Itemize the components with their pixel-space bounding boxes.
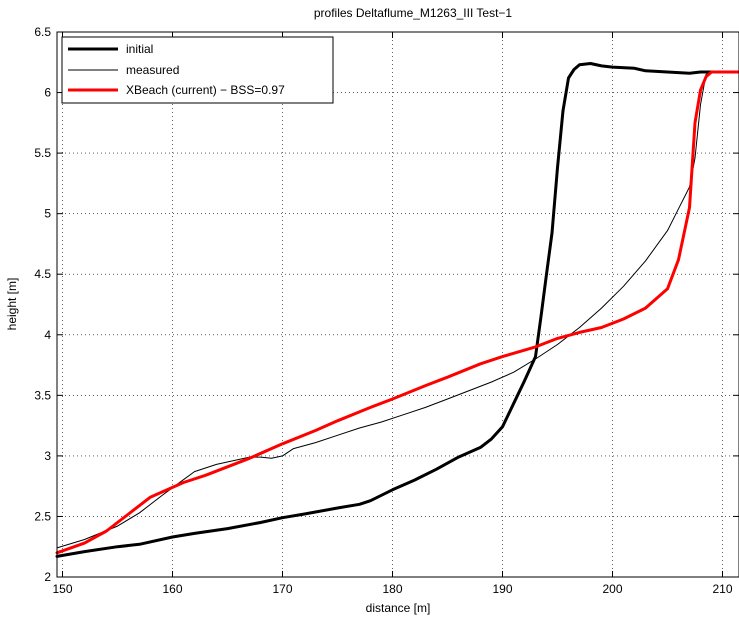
y-tick-label: 2: [44, 570, 51, 584]
x-tick-label: 180: [382, 582, 402, 596]
legend-label-measured: measured: [126, 63, 179, 77]
series-line-initial: [55, 62, 739, 558]
x-tick-label: 170: [272, 582, 292, 596]
x-tick-label: 200: [602, 582, 622, 596]
legend-label-xbeach: XBeach (current) − BSS=0.97: [126, 83, 285, 97]
y-tick-label: 6.5: [34, 25, 51, 39]
y-tick-label: 3: [44, 449, 51, 463]
plot-area: [57, 32, 739, 577]
y-tick-label: 2.5: [34, 509, 51, 523]
x-tick-label: 190: [492, 582, 512, 596]
chart-title: profiles Deltaflume_M1263_III Test−1: [314, 6, 513, 20]
y-tick-label: 5: [44, 207, 51, 221]
series-line-xbeach: [55, 70, 739, 555]
legend: initial measured XBeach (current) − BSS=…: [61, 36, 334, 104]
y-tick-label: 4.5: [34, 267, 51, 281]
series-line-measured: [56, 71, 739, 549]
y-tick-label: 5.5: [34, 146, 51, 160]
x-tick-label: 150: [52, 582, 72, 596]
y-tick-label: 6: [44, 86, 51, 100]
x-tick-label: 160: [162, 582, 182, 596]
legend-label-initial: initial: [126, 42, 153, 56]
y-tick-label: 3.5: [34, 388, 51, 402]
y-tick-label: 4: [44, 328, 51, 342]
tick-layer: 150 160 170 180 190 200 210 2 2.5 3 3.5 4 4.5 5 5.5 6 6.…: [34, 25, 739, 596]
y-axis-title: height [m]: [5, 278, 19, 331]
plot-frame: [56, 31, 739, 578]
x-tick-label: 210: [712, 582, 732, 596]
series-layer: [55, 62, 739, 558]
x-axis-title: distance [m]: [366, 601, 431, 615]
